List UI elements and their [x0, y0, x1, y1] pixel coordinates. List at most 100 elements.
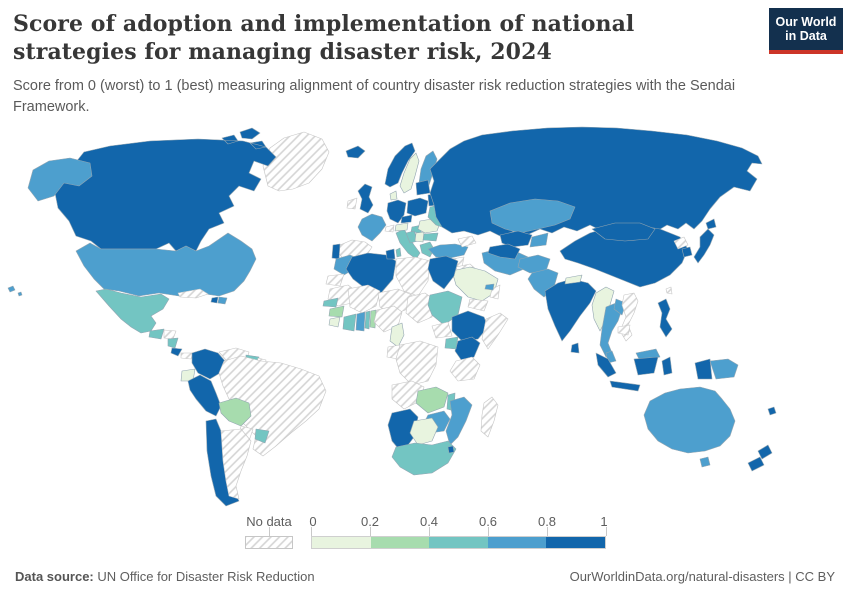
region-mozambique[interactable] — [445, 396, 473, 446]
region-turkmenistan[interactable] — [487, 243, 521, 260]
region-mongolia[interactable] — [591, 222, 656, 242]
region-austria[interactable] — [394, 222, 409, 232]
region-oman[interactable] — [489, 284, 501, 300]
region-cuba[interactable] — [177, 288, 209, 299]
region-poland[interactable] — [406, 197, 429, 217]
region-serbia[interactable] — [414, 231, 425, 243]
legend-no-data-label: No data — [246, 514, 292, 529]
footer-link[interactable]: OurWorldinData.org/natural-disasters | C… — [569, 569, 835, 584]
region-eswatini[interactable] — [447, 445, 455, 454]
region-nepal[interactable] — [564, 274, 583, 285]
region-norway[interactable] — [384, 142, 416, 188]
region-iceland[interactable] — [345, 145, 366, 159]
owid-logo[interactable]: Our World in Data — [769, 8, 843, 54]
region-canada[interactable] — [53, 127, 277, 252]
legend-segment-04-06[interactable] — [429, 537, 488, 548]
region-kazakhstan[interactable] — [489, 198, 576, 234]
legend-color-bar — [311, 536, 606, 549]
region-denmark[interactable] — [389, 190, 398, 201]
region-egypt[interactable] — [427, 255, 459, 290]
legend-segment-06-08[interactable] — [487, 537, 547, 548]
region-india[interactable] — [544, 278, 597, 342]
legend-tick — [488, 527, 489, 536]
region-ghana[interactable] — [355, 311, 366, 332]
region-portugal[interactable] — [331, 243, 341, 260]
region-tanzania[interactable] — [449, 356, 481, 382]
region-somalia[interactable] — [481, 312, 509, 350]
region-fiji[interactable] — [767, 406, 777, 416]
legend-segment-08-1[interactable] — [546, 537, 605, 548]
region-uzbekistan[interactable] — [499, 230, 533, 248]
legend-tick — [269, 527, 270, 536]
region-new-zealand[interactable] — [747, 444, 773, 472]
region-guatemala[interactable] — [148, 328, 165, 340]
region-nicaragua[interactable] — [167, 337, 179, 349]
region-western-sahara[interactable] — [325, 273, 345, 287]
region-mali[interactable] — [347, 284, 381, 314]
legend-segment-02-04[interactable] — [370, 537, 430, 548]
region-cambodia[interactable] — [617, 324, 631, 336]
region-cameroon[interactable] — [389, 322, 405, 348]
region-taiwan[interactable] — [665, 286, 673, 295]
region-botswana[interactable] — [409, 417, 439, 446]
region-uganda[interactable] — [444, 336, 459, 350]
region-czechia[interactable] — [400, 214, 413, 224]
region-sweden[interactable] — [399, 152, 420, 194]
legend-no-data-swatch[interactable] — [245, 536, 293, 549]
region-uruguay[interactable] — [254, 428, 270, 444]
region-kyrgyzstan-tajikistan[interactable] — [529, 232, 549, 248]
region-argentina[interactable] — [220, 428, 252, 500]
region-senegal[interactable] — [322, 297, 339, 308]
region-uae[interactable] — [484, 283, 495, 291]
region-bulgaria[interactable] — [422, 232, 439, 242]
region-libya[interactable] — [395, 256, 431, 297]
region-baltics[interactable] — [415, 179, 431, 196]
region-hawaii[interactable] — [7, 285, 23, 297]
region-ireland[interactable] — [346, 197, 358, 210]
legend-tick-label-06: 0.6 — [478, 514, 498, 529]
region-togo[interactable] — [364, 310, 371, 330]
region-north-korea[interactable] — [673, 236, 689, 250]
region-sri-lanka[interactable] — [570, 342, 580, 354]
region-dominican-republic[interactable] — [217, 296, 228, 305]
region-chad[interactable] — [405, 292, 437, 324]
region-algeria[interactable] — [345, 252, 397, 294]
region-japan[interactable] — [693, 218, 717, 264]
region-bolivia[interactable] — [218, 397, 252, 427]
region-peru[interactable] — [187, 374, 222, 417]
region-papua-new-guinea[interactable] — [709, 358, 739, 380]
region-germany[interactable] — [386, 199, 407, 224]
region-sierra-leone[interactable] — [328, 316, 341, 328]
region-costa-rica[interactable] — [170, 347, 183, 357]
region-tunisia[interactable] — [385, 248, 396, 260]
region-drc[interactable] — [395, 340, 439, 386]
region-madagascar[interactable] — [480, 396, 499, 438]
region-yemen[interactable] — [467, 298, 489, 312]
region-switzerland[interactable] — [384, 224, 395, 233]
region-south-sudan[interactable] — [431, 321, 453, 339]
region-kenya[interactable] — [454, 336, 481, 362]
legend-tick — [311, 527, 312, 536]
region-south-africa[interactable] — [391, 440, 457, 476]
region-alaska[interactable] — [27, 157, 93, 202]
region-greenland[interactable] — [262, 131, 330, 192]
region-france[interactable] — [357, 213, 387, 242]
region-uk[interactable] — [357, 183, 374, 214]
region-haiti[interactable] — [210, 296, 219, 304]
legend-segment-0-02[interactable] — [312, 537, 371, 548]
region-south-korea[interactable] — [681, 246, 693, 258]
region-honduras[interactable] — [163, 329, 177, 340]
region-caucasus[interactable] — [457, 235, 477, 248]
region-mexico[interactable] — [95, 288, 170, 334]
region-indonesia[interactable] — [595, 352, 713, 392]
legend-tick — [606, 527, 607, 536]
region-ivory-coast[interactable] — [342, 313, 357, 332]
region-guinea[interactable] — [328, 305, 345, 318]
region-panama[interactable] — [180, 352, 194, 360]
region-philippines[interactable] — [657, 298, 673, 338]
region-zambia[interactable] — [415, 386, 449, 414]
region-australia[interactable] — [643, 386, 736, 468]
region-usa[interactable] — [75, 232, 257, 297]
region-benin[interactable] — [369, 309, 377, 329]
legend-tick-label-1: 1 — [600, 514, 608, 529]
